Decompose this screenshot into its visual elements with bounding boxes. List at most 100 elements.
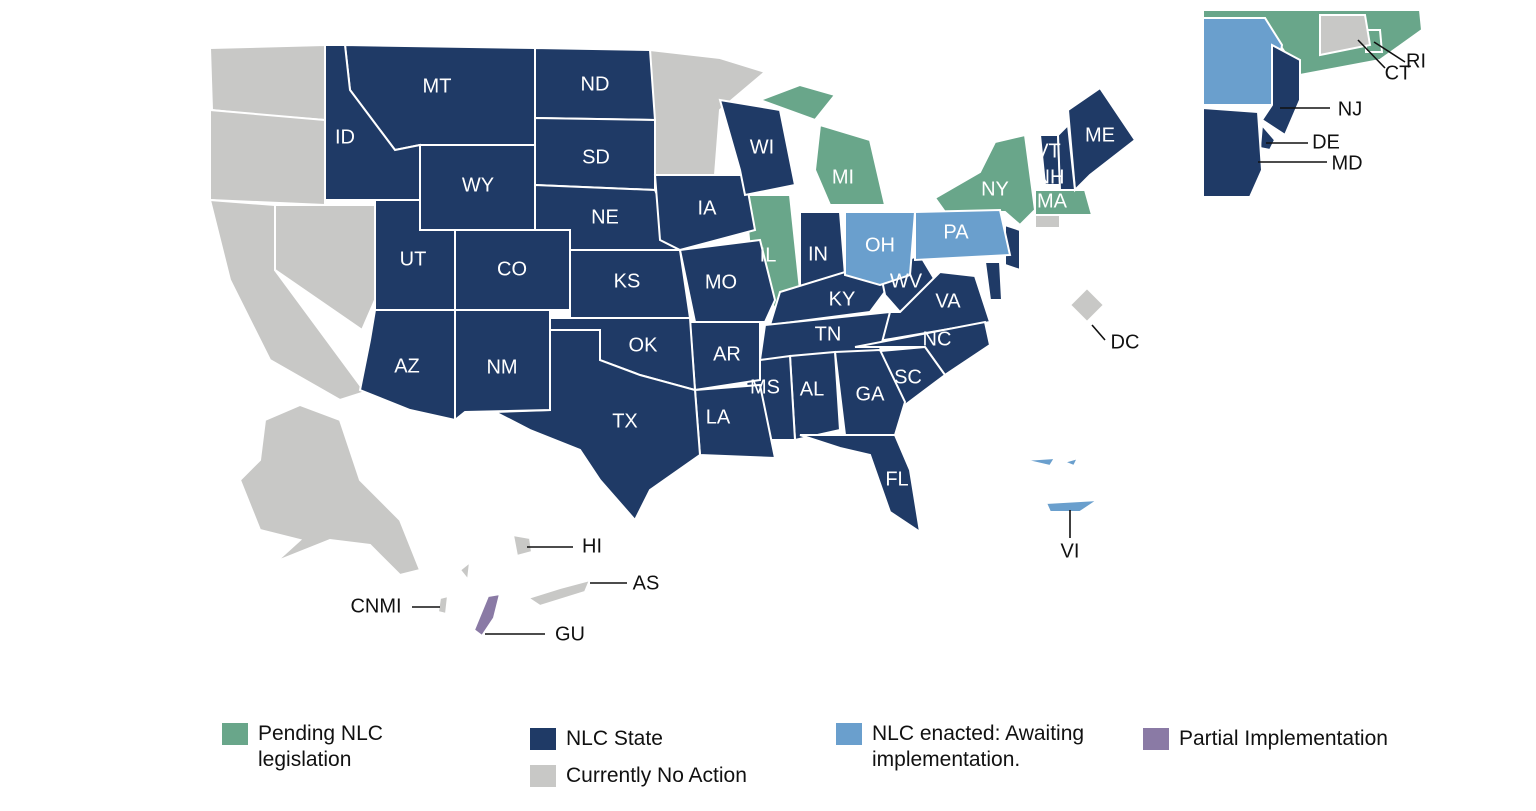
region-label: ND — [581, 73, 610, 95]
region-shape — [854, 320, 992, 377]
region-label: AL — [800, 378, 824, 400]
legend-swatch — [530, 765, 556, 787]
region-shape — [718, 98, 797, 197]
region-shape — [358, 309, 456, 422]
region-label: PA — [943, 221, 969, 243]
region-label: OH — [865, 234, 895, 256]
region-label: LA — [706, 406, 731, 428]
region-shape — [813, 123, 887, 206]
region-shape — [1202, 17, 1284, 106]
leader-line — [1373, 41, 1406, 63]
legend-item: NLC enacted: Awaiting implementation. — [836, 721, 1122, 773]
legend-label: NLC enacted: Awaiting implementation. — [872, 722, 1085, 771]
map: IL MI NY MA RI MT ND ID SD WY NE UT CO KS IA WI MO IN KY WV… — [208, 9, 1426, 645]
region-label: SD — [582, 146, 610, 168]
leader-line — [1357, 39, 1386, 69]
region-shape — [491, 329, 702, 522]
region-label: NM — [486, 356, 517, 378]
region-label: AR — [713, 343, 741, 365]
legend-item: Partial Implementation — [1143, 726, 1479, 752]
region-label: NH — [1036, 166, 1065, 188]
legend-label: Pending NLC legislation — [258, 722, 383, 771]
legend-item: Currently No Action — [530, 763, 826, 789]
region-shape — [458, 559, 472, 583]
region-label: VI — [1061, 540, 1080, 562]
region-label: ID — [335, 126, 355, 148]
region-shape — [768, 270, 892, 327]
region-shape — [1056, 122, 1077, 191]
region-shape — [1068, 286, 1106, 324]
region-shape — [983, 261, 1004, 301]
region-label: VA — [935, 290, 961, 312]
region-label: WV — [890, 270, 923, 292]
region-shape — [209, 108, 326, 207]
region-label: UT — [400, 248, 427, 270]
region-label: CO — [497, 258, 527, 280]
region-shape — [757, 83, 837, 122]
region-label: NE — [591, 206, 619, 228]
region-label: TN — [815, 323, 842, 345]
region-label: CNMI — [350, 595, 401, 617]
region-label: SC — [894, 366, 922, 388]
region-label: MS — [750, 376, 780, 398]
region-shape — [324, 44, 421, 201]
region-shape — [511, 533, 534, 558]
region-shape — [1023, 456, 1057, 468]
region-label: TX — [612, 410, 638, 432]
region-label: MI — [832, 166, 854, 188]
region-shape — [238, 403, 422, 591]
region-label: GA — [856, 383, 886, 405]
region-label: WY — [462, 174, 494, 196]
region-label: MO — [705, 271, 737, 293]
leader-line — [1091, 324, 1106, 341]
region-label: FL — [885, 468, 908, 490]
region-label: NC — [923, 328, 952, 350]
region-label: RI — [1406, 50, 1426, 72]
region-shape — [472, 592, 502, 638]
region-label: IL — [760, 244, 777, 266]
region-shape — [653, 174, 757, 252]
region-shape — [914, 208, 1012, 262]
region-shape — [1034, 214, 1061, 229]
legend-label: Partial Implementation — [1179, 727, 1388, 750]
region-label: OK — [629, 334, 659, 356]
legend-swatch — [530, 728, 556, 750]
region-shape — [1258, 122, 1277, 152]
region-label: AS — [633, 572, 660, 594]
region-label: KS — [614, 270, 641, 292]
region-shape — [1202, 106, 1264, 198]
region-label: NJ — [1338, 98, 1362, 120]
region-shape — [208, 43, 326, 122]
region-shape — [525, 578, 592, 608]
region-shape — [1319, 14, 1372, 57]
region-label: ME — [1085, 124, 1115, 146]
region-shape — [844, 211, 917, 287]
region-shape — [1060, 456, 1080, 468]
region-label: AZ — [394, 355, 420, 377]
region-shape — [436, 594, 450, 616]
legend-label: NLC State — [566, 727, 663, 750]
legend-swatch — [1143, 728, 1169, 750]
region-label: MT — [423, 75, 452, 97]
region-label: VT — [1035, 140, 1061, 162]
region-label: DE — [1312, 131, 1340, 153]
region-shape — [799, 434, 922, 535]
legend-label: Currently No Action — [566, 764, 747, 787]
legend-swatch — [836, 723, 862, 745]
region-label: HI — [582, 535, 602, 557]
region-label: WI — [750, 136, 774, 158]
region-label: IN — [808, 243, 828, 265]
region-shape — [678, 238, 777, 323]
region-label: MA — [1037, 190, 1068, 212]
region-label: KY — [829, 288, 856, 310]
region-label: NY — [981, 178, 1009, 200]
region-shape — [1044, 498, 1102, 513]
region-shape — [274, 204, 376, 332]
region-shape — [1260, 43, 1301, 137]
region-label: CT — [1385, 62, 1412, 84]
region-label: GU — [555, 623, 585, 645]
region-label: DC — [1111, 331, 1140, 353]
legend-item: Pending NLC legislation — [222, 721, 408, 773]
region-label: MD — [1331, 152, 1362, 174]
